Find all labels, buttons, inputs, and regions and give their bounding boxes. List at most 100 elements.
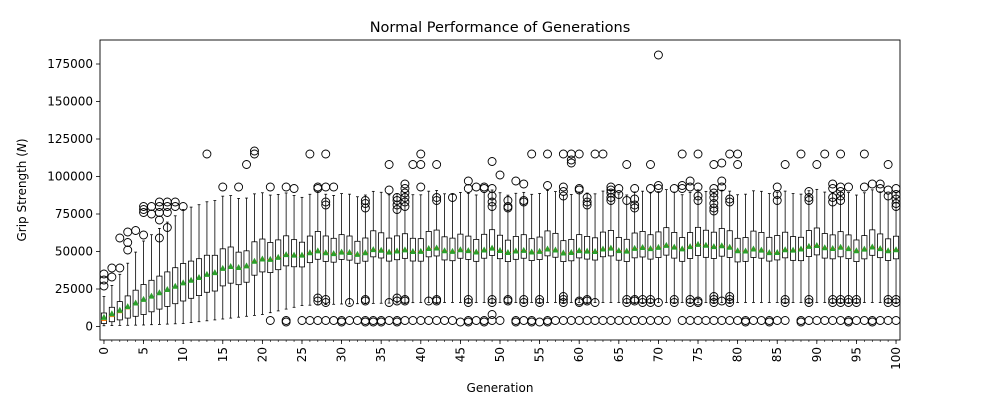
outlier-gen-56-3 <box>543 149 552 159</box>
mean-marker-gen-71 <box>663 241 670 248</box>
mean-marker-gen-0 <box>100 313 108 320</box>
chart-title: Normal Performance of Generations <box>370 20 631 36</box>
outlier-gen-86-0 <box>780 316 790 325</box>
box-iqr <box>489 229 496 256</box>
box-gen-83 <box>758 190 765 303</box>
x-tick-label: 55 <box>533 347 547 362</box>
y-tick-label: 0 <box>85 320 93 334</box>
outlier-gen-3-0 <box>123 245 133 255</box>
x-tick-label: 15 <box>216 347 230 362</box>
mean-marker-gen-81 <box>742 247 749 254</box>
mean-marker-gen-78 <box>718 242 726 249</box>
outlier-gen-75-6 <box>693 149 703 159</box>
mean-marker-gen-25 <box>298 251 306 258</box>
box-iqr <box>750 230 757 258</box>
mean-marker-gen-95 <box>853 247 860 254</box>
mean-marker-gen-76 <box>702 241 710 248</box>
x-tick-label: 30 <box>335 347 349 362</box>
mean-marker-gen-85 <box>773 249 781 256</box>
outlier-gen-78-3 <box>717 176 727 186</box>
mean-marker-gen-7 <box>156 289 163 296</box>
mean-marker-gen-89 <box>805 242 813 249</box>
box-gen-30 <box>338 193 345 305</box>
y-tick-label: 25000 <box>55 282 93 296</box>
mean-marker-gen-21 <box>266 255 274 262</box>
x-axis: 0 5 10 15 20 25 30 35 40 45 50 55 60 65 70 75 80 85 90 95 10… <box>97 340 903 370</box>
outlier-gen-67-3 <box>630 203 640 213</box>
outlier-gen-58-6 <box>558 182 568 192</box>
box-gen-45 <box>457 191 464 303</box>
mean-marker-gen-84 <box>766 249 773 256</box>
outlier-gen-58-5 <box>558 187 568 196</box>
outlier-gen-89-4 <box>804 193 814 202</box>
outlier-gen-38-7 <box>400 184 410 193</box>
outlier-gen-49-6 <box>487 191 497 201</box>
mean-marker-gen-37 <box>393 247 401 254</box>
mean-marker-gen-98 <box>876 245 884 252</box>
outlier-gen-49-1 <box>487 310 497 319</box>
outlier-gen-79-3 <box>725 292 735 301</box>
outlier-gen-3-1 <box>123 238 133 247</box>
outlier-gen-61-5 <box>582 193 592 202</box>
outlier-gen-28-2 <box>321 295 331 304</box>
mean-marker-gen-13 <box>203 270 211 277</box>
y-axis-title-suffix: ) <box>15 138 29 143</box>
y-tick-label: 100000 <box>47 170 93 184</box>
outlier-gen-28-6 <box>321 149 331 159</box>
outlier-gen-89-1 <box>804 298 814 307</box>
outlier-gen-75-4 <box>693 191 703 201</box>
box-iqr <box>813 227 820 256</box>
outlier-gen-58-2 <box>558 295 568 304</box>
mean-marker-gen-70 <box>655 243 662 250</box>
outlier-gen-99-5 <box>883 160 893 169</box>
outlier-gen-33-5 <box>360 199 370 208</box>
outlier-gen-67-4 <box>630 200 640 210</box>
outlier-gen-38-2 <box>400 295 410 304</box>
outlier-gen-1-0 <box>107 272 117 282</box>
mean-marker-gen-33 <box>362 249 369 256</box>
outlier-gen-80-1 <box>733 160 743 169</box>
outlier-gen-77-6 <box>709 199 719 208</box>
mean-marker-gen-74 <box>686 243 694 250</box>
y-tick-label: 125000 <box>47 132 93 146</box>
mean-marker-gen-72 <box>670 243 678 250</box>
mean-marker-gen-80 <box>734 247 741 254</box>
outlier-gen-85-3 <box>772 182 782 192</box>
box-iqr <box>782 231 789 259</box>
outlier-gen-46-2 <box>463 298 473 307</box>
x-tick-label: 95 <box>849 347 863 362</box>
mean-marker-gen-58 <box>560 249 567 256</box>
mean-marker-gen-47 <box>472 248 480 255</box>
plot-area <box>99 50 901 327</box>
mean-marker-gen-90 <box>813 241 821 248</box>
outlier-gen-89-2 <box>804 295 814 304</box>
outlier-gen-38-4 <box>400 197 410 207</box>
outlier-gen-59-2 <box>566 155 576 165</box>
mean-marker-gen-23 <box>282 251 290 258</box>
outlier-gen-53-1 <box>519 298 529 307</box>
mean-marker-gen-56 <box>544 245 551 252</box>
outlier-gen-64-2 <box>606 193 616 202</box>
mean-marker-gen-53 <box>520 246 528 253</box>
outlier-gen-78-4 <box>717 158 727 168</box>
mean-marker-gen-28 <box>322 249 330 256</box>
mean-marker-gen-79 <box>726 243 734 250</box>
mean-marker-gen-48 <box>480 246 488 253</box>
outlier-gen-10-0 <box>178 202 188 211</box>
box-iqr <box>378 232 385 259</box>
y-tick-label: 175000 <box>47 57 93 71</box>
mean-marker-gen-82 <box>750 245 757 252</box>
outlier-gen-4-0 <box>131 226 141 235</box>
outlier-gen-44-1 <box>448 193 457 202</box>
mean-marker-gen-67 <box>631 244 638 251</box>
outliers <box>99 50 901 327</box>
box-gen-60 <box>576 191 583 303</box>
outlier-gen-67-6 <box>630 184 640 193</box>
box-iqr <box>457 233 464 259</box>
box-iqr <box>338 234 345 260</box>
outlier-gen-38-6 <box>400 188 410 198</box>
mean-marker-gen-51 <box>504 248 512 255</box>
mean-marker-gen-65 <box>615 247 623 254</box>
outlier-gen-96-1 <box>859 182 869 192</box>
box-iqr <box>481 233 488 259</box>
